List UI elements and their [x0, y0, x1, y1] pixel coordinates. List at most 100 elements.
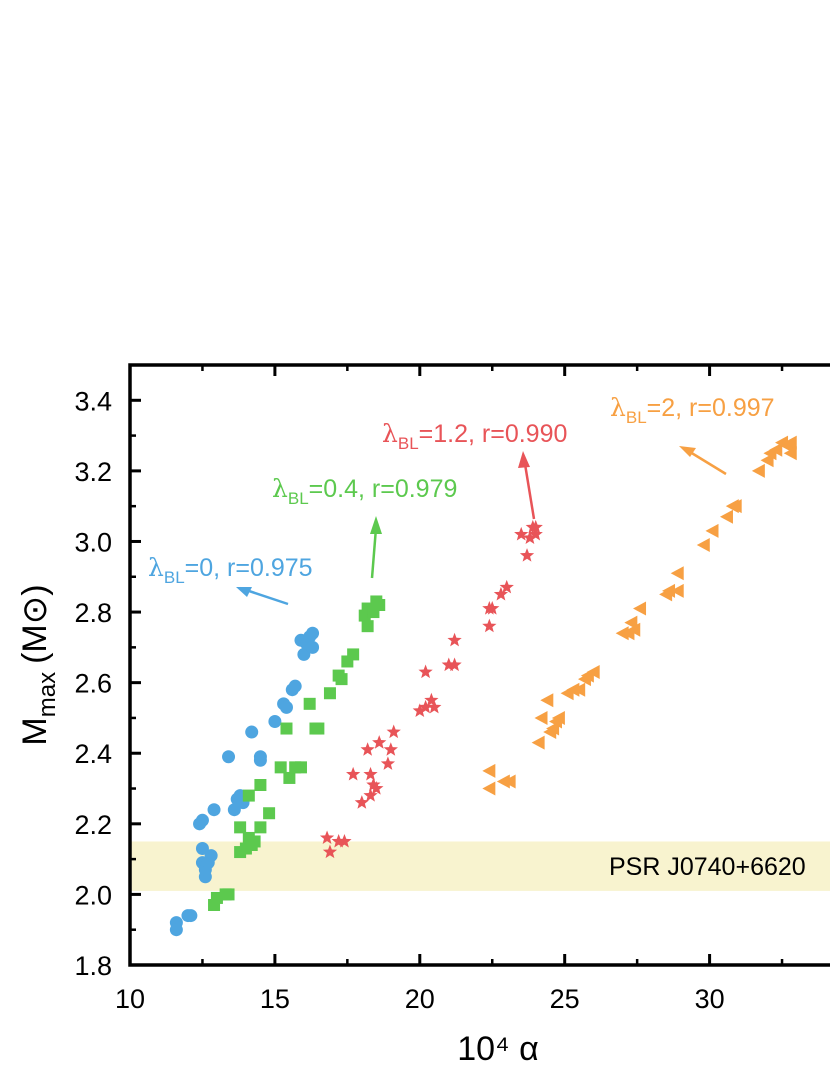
series-label-lambda-2: λBL=2, r=0.997 [610, 393, 775, 427]
y-tick-label-6: 3.0 [74, 527, 112, 557]
series-0-point-5 [195, 813, 209, 827]
series-0-point-13 [222, 750, 236, 764]
series-2-point-25 [485, 601, 500, 615]
series-2-point-30 [522, 530, 538, 545]
series-3-point-20 [627, 622, 641, 637]
series-1-point-10 [248, 835, 261, 848]
series-2-point-7 [363, 788, 378, 802]
x-axis-label: 10⁴ α [457, 1030, 539, 1068]
series-1-point-24 [335, 673, 348, 686]
series-2-point-10 [369, 781, 384, 795]
series-0-point-23 [279, 700, 293, 714]
series-0-point-31 [306, 640, 320, 654]
data-points [169, 435, 797, 937]
series-2-point-32 [528, 519, 543, 534]
series-2-point-27 [499, 579, 514, 594]
series-3-point-24 [670, 566, 684, 581]
y-axis-label: Mmax(M⊙) [16, 584, 61, 745]
series-3-point-6 [540, 693, 554, 708]
series-1-point-15 [280, 722, 293, 735]
arrowhead-lambda-0 [236, 587, 252, 597]
x-tick-label-1: 15 [260, 984, 290, 1014]
y-tick-label-4: 2.6 [74, 669, 112, 699]
series-2-point-29 [519, 548, 535, 562]
y-tick-label-1: 2.0 [74, 880, 112, 910]
y-tick-label-2: 2.2 [74, 810, 112, 840]
series-2-point-0 [319, 830, 335, 845]
series-2-point-5 [354, 795, 369, 809]
series-0-point-27 [297, 647, 311, 661]
series-3-point-30 [728, 499, 742, 514]
series-2-point-3 [337, 833, 352, 848]
series-1-point-11 [254, 821, 267, 834]
series-2-point-21 [447, 632, 462, 647]
series-0-point-18 [245, 725, 259, 739]
arrowhead-lambda-0-4 [370, 516, 382, 534]
series-1-point-18 [294, 761, 307, 774]
series-3-point-31 [751, 463, 765, 478]
series-2-point-9 [366, 777, 381, 792]
series-3-point-21 [633, 601, 647, 616]
x-tick-label-2: 20 [405, 984, 435, 1014]
series-0-point-25 [288, 679, 302, 693]
series-0-point-21 [268, 714, 282, 728]
series-2-point-2 [331, 833, 346, 848]
series-1-point-32 [373, 599, 386, 611]
series-1-point-13 [263, 807, 276, 820]
series-0-point-6 [195, 842, 209, 856]
series-3-point-23 [662, 583, 676, 598]
series-2-point-12 [380, 756, 396, 770]
series-3-point-34 [769, 442, 783, 457]
series-2-point-23 [482, 618, 497, 633]
arrow-lambda-0-4 [370, 527, 378, 579]
series-3-point-27 [705, 523, 719, 538]
series-1-point-19 [303, 697, 316, 710]
series-0-point-30 [306, 626, 320, 640]
series-2-point-4 [346, 766, 361, 781]
y-tick-label-8: 3.4 [74, 386, 112, 416]
y-tick-label-5: 2.8 [74, 598, 112, 628]
series-1-point-16 [283, 771, 296, 784]
series-annotations: λBL=0, r=0.975 λBL=0.4, r=0.979 λBL=1.2,… [148, 393, 775, 606]
series-2-point-8 [363, 766, 378, 781]
series-2-point-26 [493, 586, 509, 601]
series-3-point-10 [551, 710, 565, 725]
series-2-point-14 [386, 724, 401, 739]
series-3-point-38 [783, 446, 797, 461]
series-0-point-14 [227, 803, 241, 817]
series-1-point-22 [323, 687, 336, 700]
series-1-point-3 [222, 888, 235, 901]
x-tick-label-0: 10 [115, 984, 145, 1014]
series-1-point-4 [234, 821, 247, 834]
series-0-point-3 [184, 909, 198, 923]
series-2-point-18 [424, 692, 439, 707]
series-0-point-11 [204, 849, 218, 863]
series-1-point-29 [361, 620, 374, 633]
series-1-point-14 [274, 761, 287, 774]
arrow-lambda-2 [689, 450, 727, 476]
series-1-point-21 [312, 722, 325, 735]
series-2-point-19 [427, 699, 442, 714]
series-3-point-1 [482, 781, 496, 796]
y-tick-label-7: 3.2 [74, 457, 112, 487]
series-3-point-4 [531, 735, 545, 750]
series-2-point-33 [528, 526, 543, 541]
series-0-point-12 [207, 803, 221, 817]
series-2-point-13 [383, 742, 398, 756]
series-3-point-28 [719, 509, 733, 524]
series-label-lambda-0: λBL=0, r=0.975 [148, 553, 313, 587]
series-1-point-12 [254, 779, 267, 791]
axes: 10 15 20 25 30 1.8 2.0 2.2 2.4 2.6 2.8 3.0 3.2 3.4 [74, 363, 830, 1014]
series-2-point-17 [418, 664, 433, 679]
series-3-point-13 [572, 682, 586, 697]
series-3-point-25 [670, 583, 684, 598]
x-tick-label-3: 25 [550, 984, 580, 1014]
series-1-point-26 [347, 648, 360, 661]
series-2-point-16 [418, 699, 433, 714]
x-tick-label-4: 30 [695, 984, 725, 1014]
plot-frame [128, 363, 830, 967]
series-2-point-1 [322, 844, 338, 859]
arrowhead-lambda-1-2 [518, 451, 530, 468]
series-3-point-37 [783, 435, 797, 450]
